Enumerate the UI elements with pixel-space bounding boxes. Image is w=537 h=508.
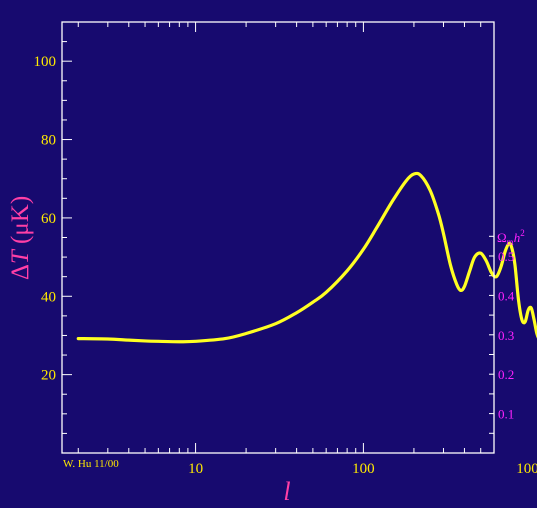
right-tick-label: 0.4 xyxy=(498,288,515,303)
plot-frame xyxy=(61,21,495,454)
y-axis-label-var: T xyxy=(7,248,34,264)
right-tick-label: 0.2 xyxy=(498,367,514,382)
x-axis-label: l xyxy=(283,477,290,506)
x-tick-label: 100 xyxy=(352,461,375,477)
power-spectrum-line xyxy=(76,171,537,344)
y-tick-labels: 20 40 60 80 100 xyxy=(34,54,57,383)
credit-annotation: W. Hu 11/00 xyxy=(63,458,119,470)
right-tick-label: 0.5 xyxy=(498,249,514,264)
y-axis-label-prefix: Δ xyxy=(7,264,34,280)
right-axis-label-sup: 2 xyxy=(520,228,525,238)
series-layer xyxy=(76,171,537,344)
y-tick-label: 20 xyxy=(41,368,56,384)
y-tick-label: 60 xyxy=(41,211,56,227)
y-tick-label: 100 xyxy=(34,54,57,70)
y-axis-label-unit: (μK) xyxy=(7,196,34,250)
x-tick-label: 10 xyxy=(188,461,203,477)
y-axis-label: ΔT (μK) xyxy=(7,196,34,280)
right-axis-label-base: Ω xyxy=(497,230,507,245)
axis-ticks xyxy=(62,21,495,454)
right-tick-labels: 0.1 0.2 0.3 0.4 0.5 xyxy=(498,249,515,422)
right-axis-label: Ωmh2 xyxy=(497,228,525,247)
y-tick-label: 40 xyxy=(41,289,56,305)
y-tick-label: 80 xyxy=(41,133,56,149)
right-tick-label: 0.3 xyxy=(498,328,514,343)
right-axis-label-sub: m xyxy=(507,237,514,247)
right-axis-label-mid: h xyxy=(514,230,521,245)
right-tick-label: 0.1 xyxy=(498,407,514,422)
